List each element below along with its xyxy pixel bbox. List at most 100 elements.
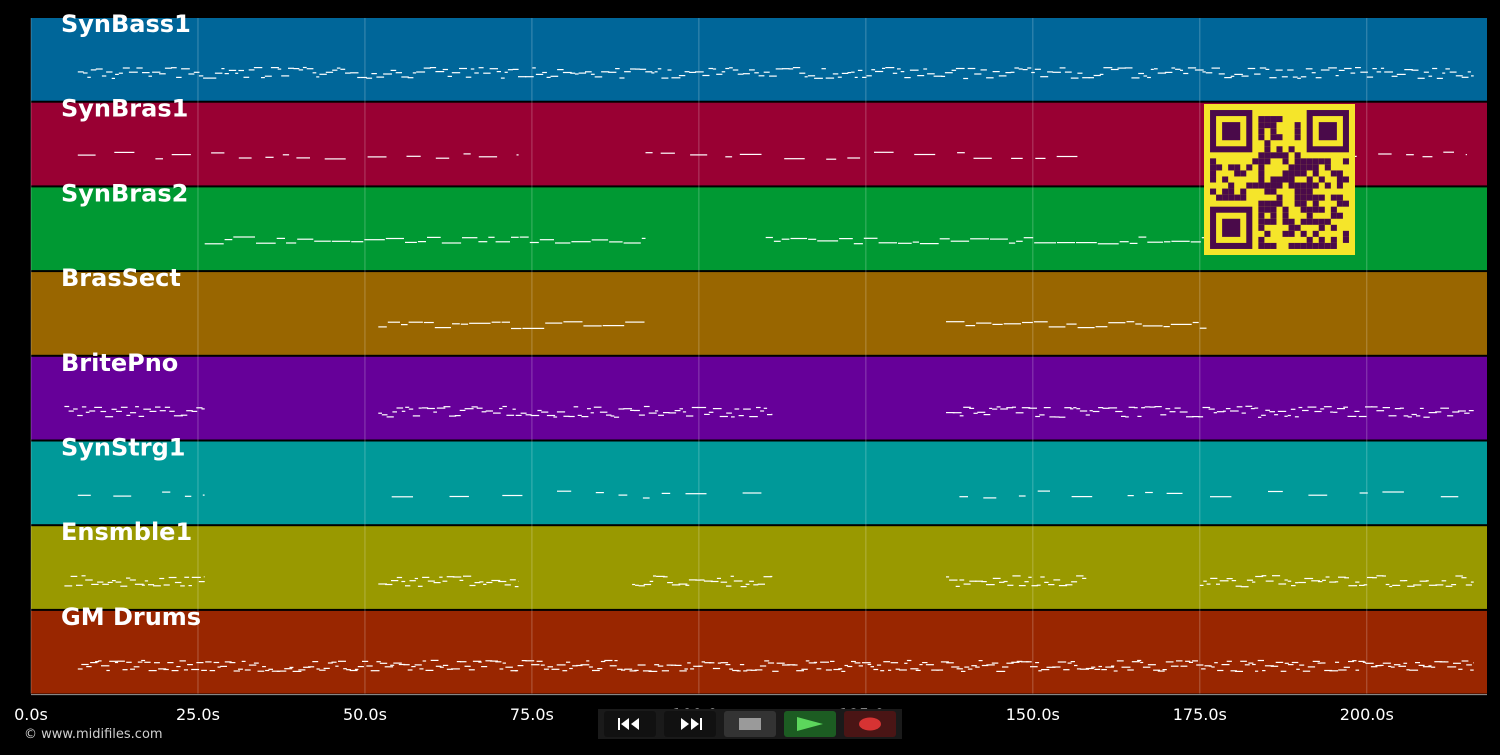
- note: [955, 67, 965, 70]
- track-lane-ensmble1[interactable]: [31, 526, 1487, 609]
- note: [946, 412, 955, 414]
- note: [498, 580, 507, 583]
- fast-forward-button[interactable]: [664, 711, 716, 737]
- note: [1021, 407, 1031, 409]
- note: [792, 664, 798, 666]
- note: [588, 666, 593, 668]
- note: [965, 325, 976, 327]
- note: [895, 668, 900, 670]
- track-lane-synbass1[interactable]: [31, 18, 1487, 101]
- note: [649, 580, 654, 582]
- note: [568, 415, 575, 418]
- note: [959, 579, 965, 581]
- track-lane-britepno[interactable]: [31, 356, 1487, 440]
- note: [77, 414, 83, 417]
- track-name-ensmble1: Ensmble1: [61, 518, 192, 546]
- track-lane-synstrg1[interactable]: [31, 441, 1487, 525]
- note: [114, 661, 119, 664]
- note: [996, 670, 1006, 672]
- note: [1034, 68, 1041, 70]
- note: [586, 660, 590, 662]
- note: [129, 579, 136, 581]
- note: [1154, 68, 1158, 70]
- stop-button[interactable]: [724, 711, 776, 737]
- note: [1138, 72, 1144, 75]
- note: [719, 415, 728, 418]
- note: [585, 71, 592, 73]
- note: [1218, 73, 1225, 75]
- note: [563, 321, 583, 323]
- note: [772, 670, 779, 672]
- note: [436, 407, 446, 409]
- note: [1375, 665, 1382, 667]
- note: [1226, 660, 1232, 662]
- note: [297, 238, 314, 240]
- note: [1022, 321, 1033, 324]
- note: [198, 581, 205, 583]
- note: [417, 241, 426, 243]
- note: [657, 665, 664, 667]
- note: [910, 668, 919, 670]
- note: [814, 77, 823, 79]
- note: [113, 495, 132, 497]
- record-button[interactable]: [844, 711, 896, 737]
- note: [100, 410, 107, 413]
- note: [1372, 68, 1377, 70]
- note: [562, 71, 572, 74]
- note: [220, 665, 227, 667]
- note: [623, 408, 632, 410]
- note: [1265, 68, 1270, 70]
- note: [441, 242, 462, 244]
- note: [1011, 661, 1020, 663]
- note: [176, 76, 182, 78]
- note: [164, 406, 171, 408]
- notes-ensmble1: [64, 575, 1474, 588]
- note: [698, 665, 703, 667]
- note: [922, 662, 928, 664]
- note: [1455, 575, 1463, 577]
- track-name-synstrg1: SynStrg1: [61, 434, 186, 462]
- note: [1299, 664, 1305, 666]
- track-lane-gm-drums[interactable]: [31, 610, 1487, 694]
- note: [1389, 585, 1393, 588]
- note: [749, 580, 754, 582]
- note: [1365, 406, 1373, 408]
- note: [1314, 410, 1322, 413]
- note: [1188, 661, 1193, 663]
- note: [1225, 408, 1231, 410]
- note: [391, 580, 399, 582]
- note: [540, 664, 545, 666]
- note: [85, 579, 93, 581]
- note: [961, 670, 966, 672]
- note: [442, 664, 449, 666]
- note: [1453, 662, 1461, 664]
- note: [514, 670, 519, 672]
- note: [303, 666, 311, 668]
- note: [288, 67, 294, 69]
- play-button[interactable]: [784, 711, 836, 737]
- note: [813, 661, 818, 663]
- note: [405, 406, 410, 408]
- note: [915, 669, 921, 671]
- note: [702, 74, 710, 77]
- note: [387, 321, 400, 323]
- note: [1153, 669, 1160, 671]
- note: [1287, 414, 1291, 417]
- note: [733, 580, 743, 582]
- note: [1311, 580, 1320, 582]
- note: [1023, 237, 1034, 239]
- note: [992, 408, 998, 410]
- rewind-icon: [618, 718, 639, 730]
- note: [1467, 71, 1471, 73]
- note: [729, 668, 733, 670]
- note: [1058, 585, 1068, 587]
- note: [478, 241, 488, 243]
- rewind-button[interactable]: [604, 711, 656, 737]
- track-lane-brassect[interactable]: [31, 272, 1487, 355]
- note: [1091, 666, 1096, 668]
- note: [782, 664, 790, 666]
- note: [171, 67, 177, 69]
- note: [1423, 416, 1430, 418]
- note: [1372, 577, 1377, 579]
- note: [233, 236, 255, 238]
